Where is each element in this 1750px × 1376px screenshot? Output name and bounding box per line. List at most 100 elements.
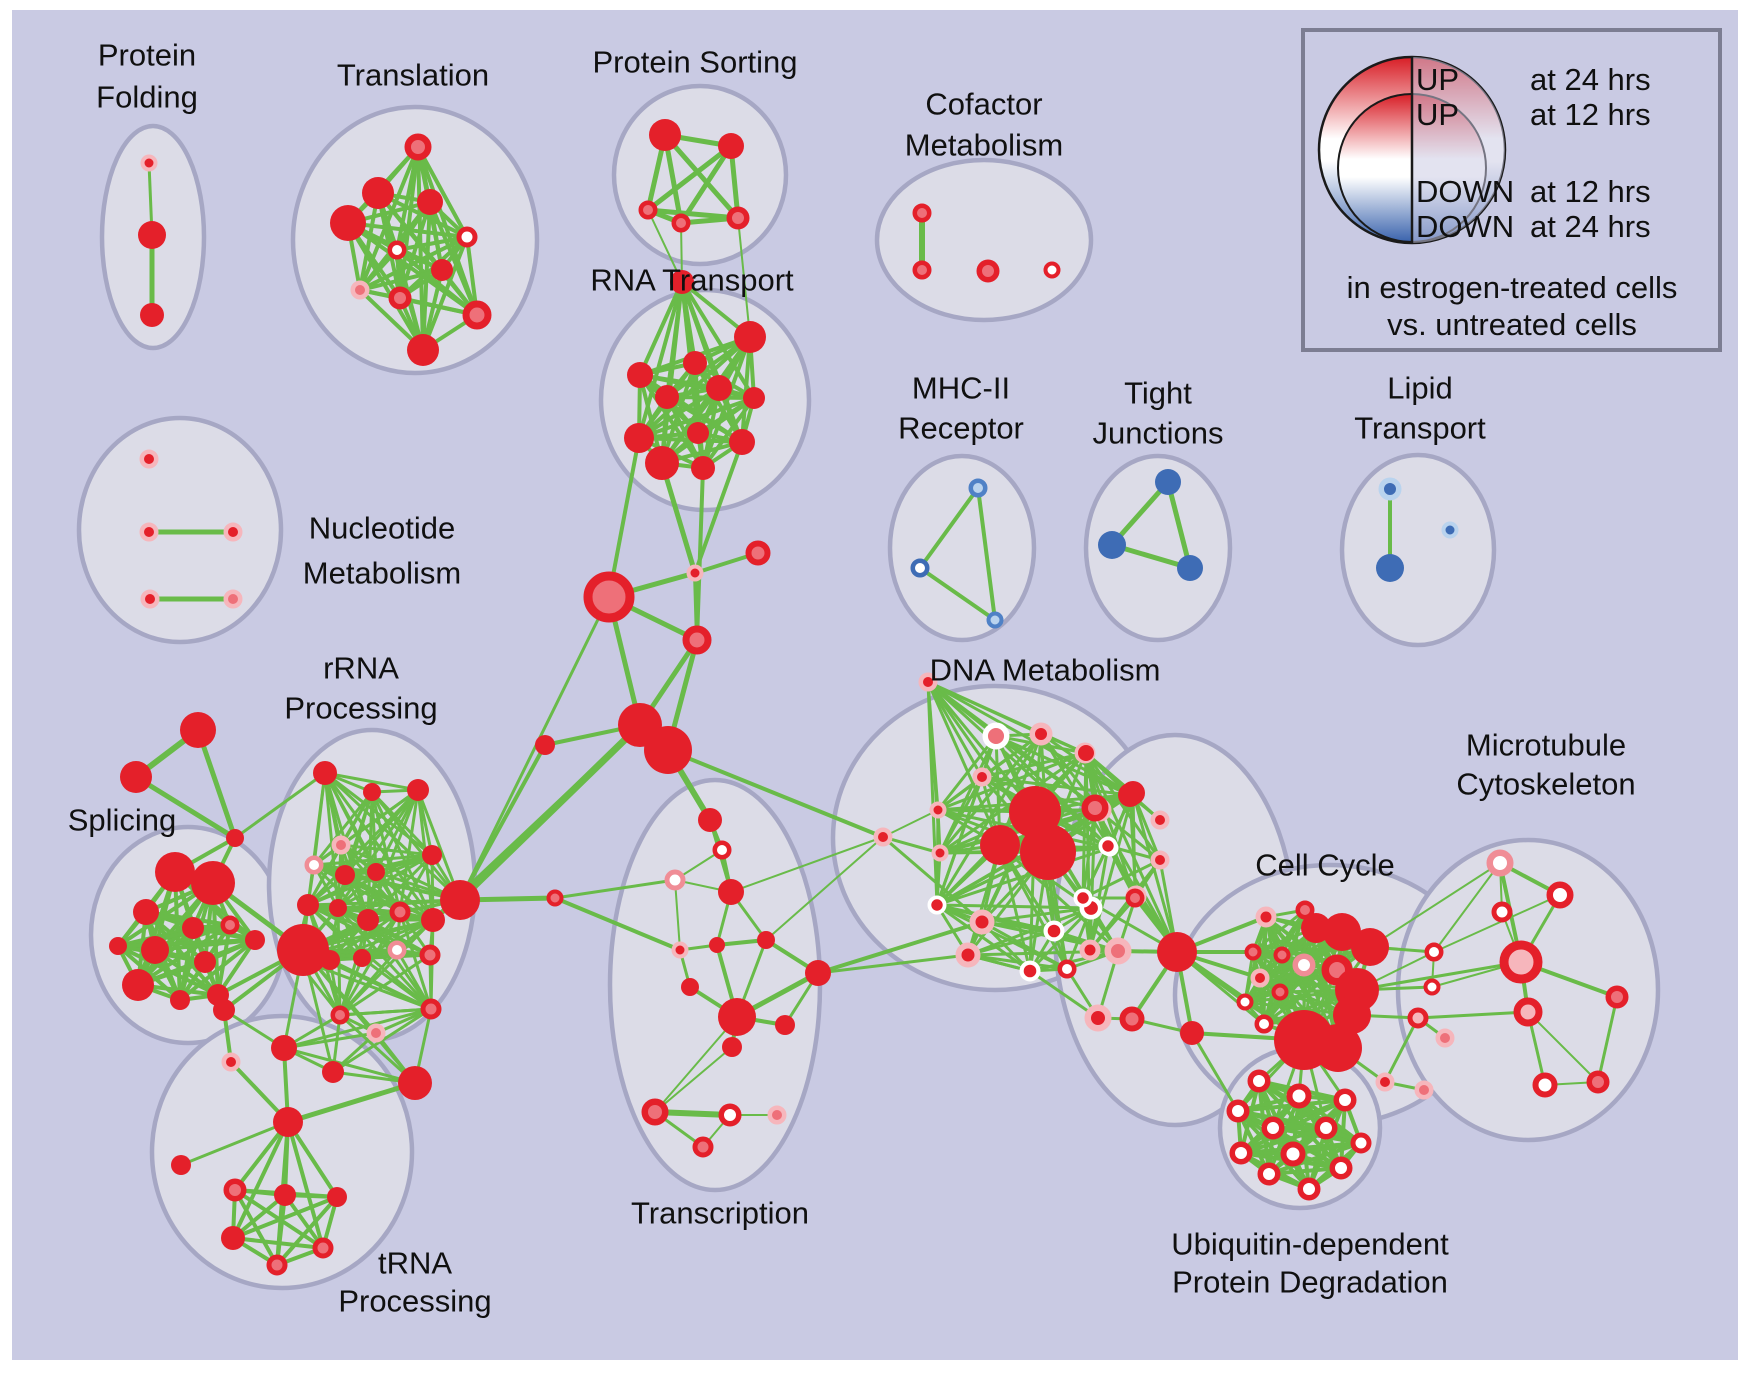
gene-node-Lb [1378,477,1402,501]
legend-box [1301,28,1722,352]
interaction-edge-dm [926,680,984,779]
gene-node-R [313,761,337,785]
interaction-edge-sp [195,727,238,841]
gene-node-R [980,825,1020,865]
interaction-edge-ps [645,207,741,221]
gene-node-pp [767,1105,787,1125]
gene-node-Rw [1261,1116,1285,1140]
interaction-edge-dm [1028,969,1100,1020]
cluster-label-lt: Transport [1354,411,1486,446]
gene-node-R [120,761,152,793]
interaction-edge-rt [693,361,744,444]
interaction-edge-tj [1109,479,1171,548]
interaction-edge-rr [336,906,435,922]
gene-node-pp [1104,937,1132,965]
interaction-edge-sp [216,938,257,997]
gene-node-Rp [638,200,658,220]
gene-node-pR [1150,810,1170,830]
cluster-label-tj: Junctions [1093,416,1224,451]
gene-node-R [417,189,443,215]
gene-node-RP [1513,997,1543,1027]
gene-node-Rw [1286,1083,1312,1109]
gene-node-Rp [266,1254,288,1276]
gene-node-B [1376,554,1404,582]
gene-node-Rw [1424,942,1444,962]
gene-node-wR [1098,836,1118,856]
gene-node-R [1020,824,1076,880]
gene-node-Rw [1546,881,1574,909]
gene-node-R [1121,781,1145,805]
interaction-edge-dm [1039,732,1112,850]
interaction-edge-ub [1239,1126,1328,1155]
interaction-edge-rr [338,956,364,1017]
interaction-edge-link [693,440,744,575]
gene-node-pR [1375,1072,1395,1092]
interaction-edge-link [1433,894,1561,953]
gene-node-R [709,937,725,953]
interaction-edge-tl [358,268,444,292]
gene-node-pw [1486,849,1514,877]
gene-node-Rw [1333,1088,1357,1112]
gene-node-Rw [1297,1177,1321,1201]
gene-node-Rw [712,840,732,860]
cluster-ellipse-tn [149,1013,415,1291]
legend-down-24-direction: DOWN [1416,209,1515,244]
gene-node-Rp [1586,1070,1610,1094]
interaction-edge-rr [338,1007,433,1017]
gene-node-pR [969,909,995,935]
interaction-edge-tx [654,1016,738,1113]
interaction-edge-tl [428,200,479,317]
gene-node-Rw [1057,959,1077,979]
interaction-edge-link [1190,1031,1240,1113]
gene-node-R [805,960,831,986]
gene-node-pR [223,522,243,542]
interaction-edge-link [816,953,970,975]
interaction-edge-dm [936,734,998,812]
interaction-edge-dm [935,775,984,907]
interaction-edge-link [881,835,942,855]
interaction-edge-mh [976,486,997,622]
gene-node-pp [1414,1080,1434,1100]
interaction-edge-rr [339,843,434,857]
interaction-edge-dm [938,732,1043,855]
cluster-label-ub: Ubiquitin-dependent [1171,1227,1449,1262]
gene-node-R [421,908,445,932]
gene-node-Rp [726,206,750,230]
interaction-edge-rr [306,853,434,907]
gene-node-B [1098,531,1126,559]
gene-node-Rw [1329,1156,1353,1180]
gene-node-Rp [912,203,932,223]
gene-node-pR [1150,850,1170,870]
gene-node-Rw [1254,1014,1274,1034]
gene-node-R [245,930,265,950]
gene-node-pp [223,589,243,609]
cluster-label-lt: Lipid [1387,371,1453,406]
interaction-edge-rr [336,853,434,910]
interaction-edge-link [737,217,751,338]
cluster-label-pf: Protein [98,38,196,73]
gene-node-R [440,880,480,920]
interaction-edge-ps [678,143,734,226]
interaction-edge-link [695,466,705,642]
gene-node-Rp [546,889,564,907]
gene-node-Rw [1350,1132,1372,1154]
interaction-edge-tl [358,191,380,292]
interaction-edge-dm [1028,949,1120,973]
gene-node-R [171,1155,191,1175]
gene-node-Rp [312,1237,334,1259]
gene-node-Lb [1441,521,1459,539]
interaction-edge-cc [1081,858,1162,900]
gene-node-R [329,899,347,917]
gene-node-Rp [330,1005,350,1025]
gene-node-R [407,779,429,801]
interaction-edge-rr [360,956,433,1011]
gene-node-Rp [419,944,441,966]
gene-node-Rp [404,133,432,161]
gene-node-R [274,1184,296,1206]
gene-node-pp [366,1023,386,1043]
gene-node-R [194,951,216,973]
interaction-edge-sp [178,938,257,1002]
gene-node-R [687,422,709,444]
interaction-edge-ps [662,132,741,221]
